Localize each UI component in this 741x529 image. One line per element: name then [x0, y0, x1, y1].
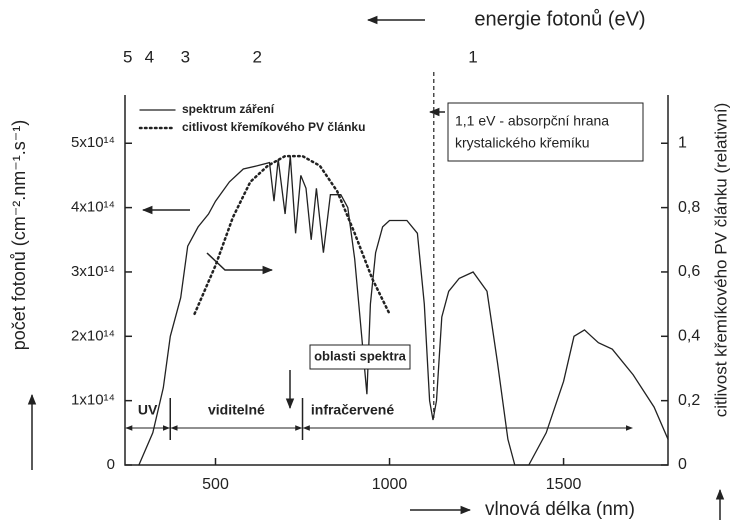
region-label: viditelné [208, 402, 265, 418]
x-tick-label: 1000 [372, 476, 408, 493]
top-axis-title: energie fotonů (eV) [474, 8, 645, 30]
y-tick-label: 0 [107, 456, 115, 473]
top-tick-label: 3 [181, 47, 190, 66]
legend-label: citlivost křemíkového PV článku [182, 120, 365, 134]
annotation-text: 1,1 eV - absorpční hrana [455, 113, 609, 129]
y-axis-title: počet fotonů (cm⁻².nm⁻¹.s⁻¹) [9, 120, 29, 351]
y2-tick-label: 0,6 [678, 263, 700, 280]
y2-axis-title: citlivost křemíkového PV článku (relativ… [711, 103, 730, 418]
y2-tick-label: 0,2 [678, 392, 700, 409]
axis-line [124, 95, 669, 466]
arrow [206, 252, 274, 275]
y-tick-label: 1x10¹⁴ [71, 392, 115, 409]
top-tick-label: 5 [123, 47, 132, 66]
annotation-box [309, 344, 411, 370]
x-tick-label: 500 [202, 476, 229, 493]
top-tick-label: 2 [253, 47, 262, 66]
y2-tick-label: 0,8 [678, 199, 700, 216]
legend-label: spektrum záření [182, 102, 275, 116]
annotation-box [447, 102, 644, 162]
x-tick-label: 1500 [546, 476, 582, 493]
region-label: infračervené [311, 402, 394, 418]
top-tick-label: 4 [145, 47, 154, 66]
top-tick-label: 1 [468, 47, 477, 66]
y-tick-label: 4x10¹⁴ [71, 199, 115, 216]
regions-title: oblasti spektra [314, 348, 407, 363]
y-tick-label: 5x10¹⁴ [71, 134, 115, 151]
annotation-text: krystalického křemíku [455, 135, 590, 151]
y-tick-label: 3x10¹⁴ [71, 263, 115, 280]
y2-tick-label: 0 [678, 456, 687, 473]
region-label: UV [138, 402, 158, 418]
x-axis-title: vlnová délka (nm) [485, 499, 635, 520]
y2-tick-label: 0,4 [678, 328, 700, 345]
y-tick-label: 2x10¹⁴ [71, 327, 115, 344]
series-line [138, 156, 669, 466]
series-line [193, 154, 391, 316]
y2-tick-label: 1 [678, 134, 687, 151]
